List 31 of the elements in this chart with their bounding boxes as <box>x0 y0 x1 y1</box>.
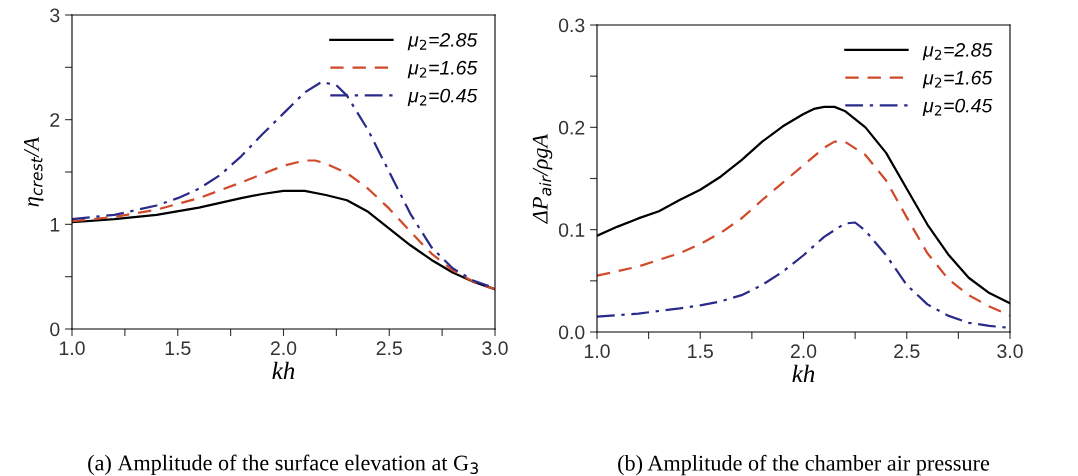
x-tick-label: 1.5 <box>165 341 191 356</box>
y-tick-label: 0.0 <box>558 325 585 340</box>
x-tick-label: 1.0 <box>584 344 610 359</box>
x-tick-label: 1.5 <box>688 344 713 359</box>
x-tick-label: 1.0 <box>59 341 85 356</box>
x-tick-label: 2.0 <box>270 341 297 356</box>
y-axis-title: ΔP$_{air}$/ρgA <box>532 133 553 224</box>
y-tick-label: 3 <box>50 8 60 23</box>
line-series <box>72 159 495 291</box>
text: (a) Amplitude of the surface elevation at G$_{3}$ <box>88 454 478 475</box>
legend-label: μ$_{2}$=1.65 <box>407 60 478 79</box>
x-axis-title: kh <box>792 364 815 383</box>
x-tick-label: 2.5 <box>894 344 920 359</box>
x-tick-label: 3.0 <box>997 344 1023 359</box>
legend-label: μ$_{2}$=0.45 <box>407 88 478 106</box>
legend-label: μ$_{2}$=2.85 <box>922 42 993 61</box>
y-tick-label: 0.2 <box>558 120 585 135</box>
y-tick-label: 0.1 <box>558 223 585 237</box>
x-tick-label: 3.0 <box>482 341 508 356</box>
y-tick-label: 0 <box>50 322 60 337</box>
x-tick-label: 2.0 <box>790 344 817 359</box>
y-tick-label: 0.3 <box>558 18 585 33</box>
y-tick-label: 2 <box>50 113 60 127</box>
legend-label: μ$_{2}$=0.45 <box>922 98 993 116</box>
y-tick-label: 1 <box>50 218 60 232</box>
y-axis-title: η$_{crest}$/A <box>24 136 44 207</box>
legend-label: μ$_{2}$=1.65 <box>922 70 993 89</box>
x-tick-label: 2.5 <box>376 341 402 356</box>
x-axis-title: kh <box>272 361 295 380</box>
legend-label: μ$_{2}$=2.85 <box>407 32 478 51</box>
text: (b) Amplitude of the chamber air pressure <box>618 454 990 476</box>
